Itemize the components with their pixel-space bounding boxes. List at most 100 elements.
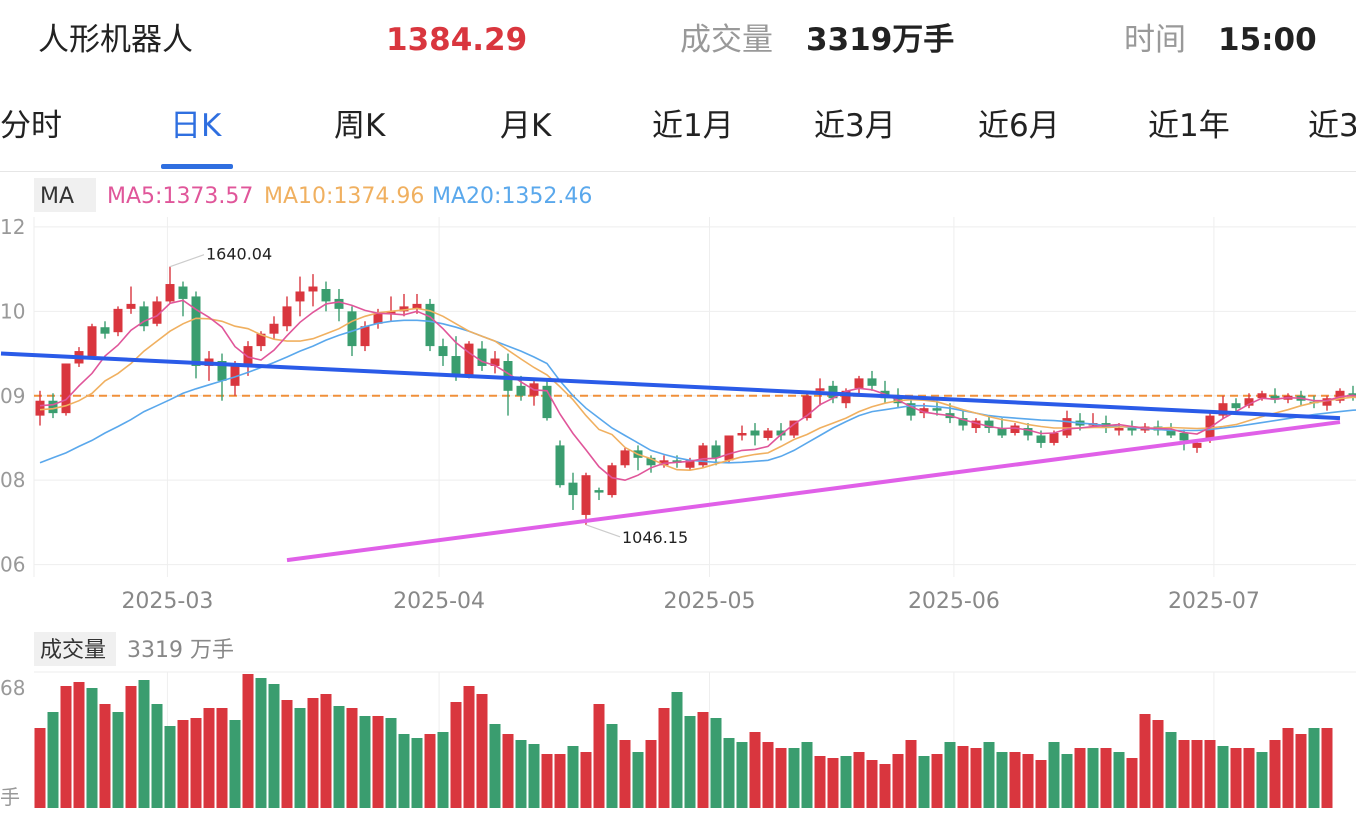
volume-bar: [385, 718, 397, 808]
volume-bar: [892, 754, 904, 808]
volume-bar: [944, 742, 956, 808]
volume-bar: [853, 752, 865, 808]
tab-intraday[interactable]: 分时: [0, 108, 62, 144]
tab-1-month[interactable]: 近1月: [652, 108, 734, 144]
candle-body: [1036, 435, 1046, 443]
candle-body: [594, 490, 604, 493]
max-price-label: 1640.04: [206, 245, 272, 264]
tab-6-months[interactable]: 近6月: [978, 108, 1060, 144]
ma20-legend: MA20:1352.46: [432, 184, 592, 209]
candle-body: [386, 311, 396, 314]
period-tabs: 分时 日K 周K 月K 近1月 近3月 近6月 近1年 近3: [0, 92, 1356, 172]
y-tick-label: 06: [0, 553, 25, 577]
candle-body: [438, 346, 448, 357]
volume-bar: [710, 718, 722, 808]
volume-bar: [957, 746, 969, 808]
volume-bar: [372, 716, 384, 808]
candle-body: [1166, 430, 1176, 436]
candle-body: [1348, 393, 1356, 396]
candle-body: [841, 390, 851, 404]
candle-body: [126, 303, 136, 309]
tab-3-months[interactable]: 近3月: [814, 108, 896, 144]
tab-weekly-k[interactable]: 周K: [334, 108, 386, 144]
active-tab-indicator: [161, 164, 233, 169]
volume-bar: [346, 708, 358, 808]
y-tick-label: 08: [0, 468, 25, 492]
candle-body: [373, 313, 383, 324]
candle-body: [1322, 398, 1332, 406]
candle-body: [321, 289, 331, 302]
candle-body: [919, 408, 929, 414]
lower-trendline: [286, 420, 1341, 563]
volume-bar: [333, 706, 345, 808]
volume-bar: [1178, 740, 1190, 808]
volume-bar: [1035, 760, 1047, 808]
candle-body: [1010, 425, 1020, 433]
tab-3-years[interactable]: 近3: [1308, 108, 1356, 144]
max-leader-line: [169, 254, 205, 268]
ma5-legend: MA5:1373.57: [107, 184, 253, 209]
volume-bar: [749, 732, 761, 808]
volume-bar: [1243, 748, 1255, 808]
volume-bar: [1282, 728, 1294, 808]
volume-bar: [86, 688, 98, 808]
candle-body: [256, 333, 266, 347]
volume-bar: [1308, 728, 1320, 808]
volume-bar: [359, 716, 371, 808]
kline-chart[interactable]: MA MA5:1373.57 MA10:1374.96 MA20:1352.46…: [0, 172, 1356, 816]
tab-1-year[interactable]: 近1年: [1148, 108, 1230, 144]
volume-bar: [151, 704, 163, 808]
min-price-label: 1046.15: [622, 528, 688, 547]
candle-body: [867, 378, 877, 386]
volume-bar: [1269, 740, 1281, 808]
volume-bar: [762, 742, 774, 808]
candle-body: [581, 475, 591, 515]
candle-body: [932, 408, 942, 411]
volume-bar: [1256, 752, 1268, 808]
volume-axis-top: 68: [0, 676, 25, 700]
volume-bar: [138, 680, 150, 808]
candle-body: [165, 284, 175, 302]
candle-body: [217, 361, 227, 381]
volume-bar: [684, 716, 696, 808]
time-label: 时间: [1124, 22, 1186, 58]
candle-body: [48, 400, 58, 414]
tab-daily-k[interactable]: 日K: [170, 108, 222, 144]
candle-body: [178, 286, 188, 299]
candle-body: [1257, 393, 1267, 399]
volume-bar: [1230, 748, 1242, 808]
candle-body: [451, 356, 461, 376]
volume-bar: [1152, 720, 1164, 808]
volume-bar: [1048, 742, 1060, 808]
volume-bar: [307, 698, 319, 808]
min-leader-line: [585, 524, 621, 538]
volume-bar: [203, 708, 215, 808]
candle-body: [191, 296, 201, 366]
stock-name: 人形机器人: [38, 22, 193, 58]
y-tick-label: 09: [0, 384, 25, 408]
volume-bar: [593, 704, 605, 808]
candle-body: [646, 457, 656, 466]
volume-bar: [619, 740, 631, 808]
candle-body: [334, 298, 344, 309]
candle-body: [776, 430, 786, 436]
volume-bar: [73, 682, 85, 808]
stock-header: 人形机器人 1384.29 成交量 3319万手 时间 15:00: [0, 0, 1356, 80]
candle-body: [698, 445, 708, 466]
x-tick-label: 2025-05: [664, 589, 756, 614]
volume-bar: [489, 724, 501, 808]
volume-bar: [970, 748, 982, 808]
volume-bar: [60, 686, 72, 808]
candle-body: [464, 343, 474, 376]
volume-bar: [736, 742, 748, 808]
volume-bar: [1191, 740, 1203, 808]
volume-axis-unit: 手: [0, 785, 20, 809]
volume-bar: [411, 738, 423, 808]
price-grid: [33, 217, 1356, 577]
volume-bar: [216, 708, 228, 808]
volume-badge: 成交量: [40, 638, 106, 663]
tab-monthly-k[interactable]: 月K: [500, 108, 552, 144]
candle-body: [1023, 428, 1033, 436]
volume-panel-value: 3319 万手: [127, 638, 234, 663]
candle-body: [139, 306, 149, 327]
